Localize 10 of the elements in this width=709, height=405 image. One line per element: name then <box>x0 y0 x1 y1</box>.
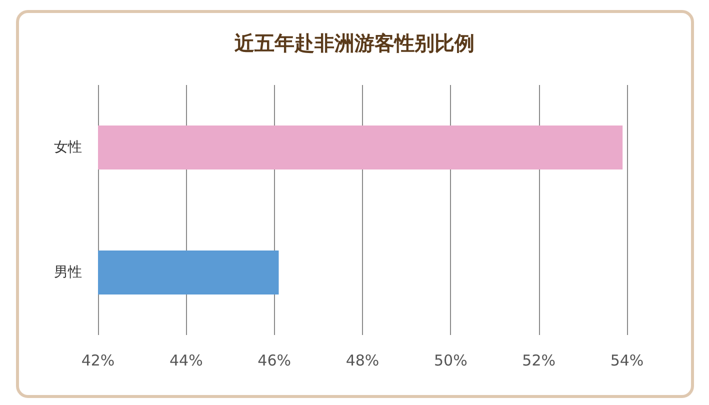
x-tick-label: 52% <box>522 352 556 370</box>
y-tick-label: 男性 <box>54 264 82 280</box>
x-tick-label: 44% <box>169 352 203 370</box>
x-tick-label: 46% <box>258 352 292 370</box>
x-tick-label: 54% <box>610 352 644 370</box>
y-tick-label: 女性 <box>54 140 82 156</box>
x-tick-label: 42% <box>81 352 115 370</box>
chart-title: 近五年赴非洲游客性别比例 <box>234 31 474 55</box>
x-tick-label: 50% <box>434 352 468 370</box>
x-tick-label: 48% <box>346 352 380 370</box>
